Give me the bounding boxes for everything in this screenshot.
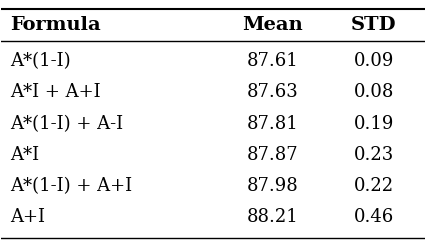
Text: 87.63: 87.63 (246, 83, 298, 102)
Text: A*I + A+I: A*I + A+I (10, 83, 101, 102)
Text: 0.22: 0.22 (354, 177, 394, 195)
Text: A*I: A*I (10, 146, 39, 164)
Text: 0.08: 0.08 (354, 83, 394, 102)
Text: 0.09: 0.09 (354, 52, 394, 70)
Text: 88.21: 88.21 (246, 208, 298, 226)
Text: 87.98: 87.98 (246, 177, 298, 195)
Text: 87.81: 87.81 (246, 115, 298, 133)
Text: 0.19: 0.19 (354, 115, 394, 133)
Text: A*(1-I): A*(1-I) (10, 52, 70, 70)
Text: 87.61: 87.61 (246, 52, 298, 70)
Text: A*(1-I) + A+I: A*(1-I) + A+I (10, 177, 132, 195)
Text: STD: STD (351, 16, 397, 34)
Text: A*(1-I) + A-I: A*(1-I) + A-I (10, 115, 123, 133)
Text: 0.46: 0.46 (354, 208, 394, 226)
Text: 87.87: 87.87 (246, 146, 298, 164)
Text: Mean: Mean (242, 16, 302, 34)
Text: 0.23: 0.23 (354, 146, 394, 164)
Text: A+I: A+I (10, 208, 45, 226)
Text: Formula: Formula (10, 16, 101, 34)
